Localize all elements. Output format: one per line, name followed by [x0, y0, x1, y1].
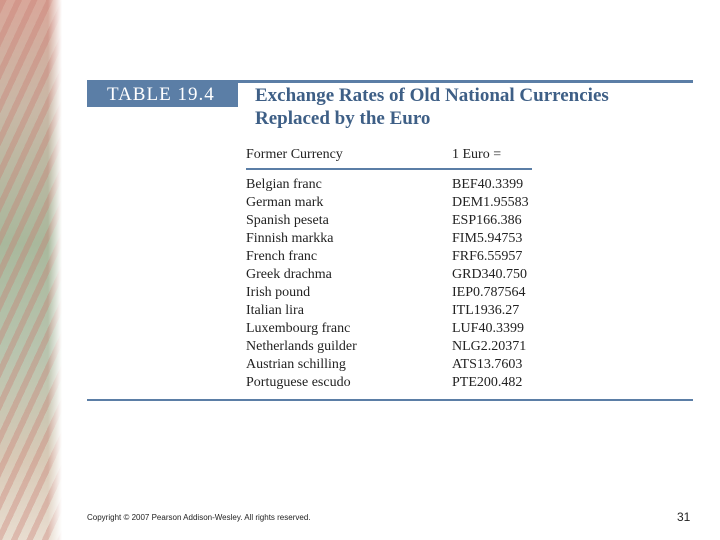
currency-name: Finnish markka	[246, 231, 334, 246]
exchange-rate: ESP166.386	[452, 213, 522, 228]
exchange-rate: DEM1.95583	[452, 195, 529, 210]
table-bottom-rule	[87, 399, 693, 401]
exchange-rate: FRF6.55957	[452, 249, 523, 264]
copyright: Copyright © 2007 Pearson Addison-Wesley.…	[87, 513, 311, 522]
currency-name: Spanish peseta	[246, 213, 329, 228]
table-top-rule	[87, 80, 693, 83]
column-header: Former Currency	[246, 147, 343, 162]
currency-name: Irish pound	[246, 285, 311, 300]
table-title: Exchange Rates of Old National Currencie…	[255, 84, 609, 130]
currency-name: Belgian franc	[246, 177, 322, 192]
exchange-rate: BEF40.3399	[452, 177, 524, 192]
exchange-rate: FIM5.94753	[452, 231, 523, 246]
currency-name: Portuguese escudo	[246, 375, 351, 390]
currency-name: Greek drachma	[246, 267, 332, 282]
page-number: 31	[677, 510, 691, 524]
currency-name: French franc	[246, 249, 318, 264]
exchange-rate: ATS13.7603	[452, 357, 523, 372]
currency-name: Netherlands guilder	[246, 339, 357, 354]
exchange-rate: GRD340.750	[452, 267, 528, 282]
decorative-strip	[0, 0, 62, 540]
table-label: TABLE 19.4	[87, 80, 238, 107]
currency-name: Austrian schilling	[246, 357, 346, 372]
title-line: Exchange Rates of Old National Currencie…	[255, 85, 609, 106]
currency-name: Luxembourg franc	[246, 321, 351, 336]
exchange-rate: PTE200.482	[452, 375, 523, 390]
title-line: Replaced by the Euro	[255, 108, 431, 129]
exchange-rate: ITL1936.27	[452, 303, 520, 318]
currency-name: German mark	[246, 195, 324, 210]
exchange-rate: NLG2.20371	[452, 339, 527, 354]
exchange-rate: LUF40.3399	[452, 321, 524, 336]
column-header: 1 Euro =	[452, 147, 502, 162]
currency-name: Italian lira	[246, 303, 304, 318]
exchange-rate: IEP0.787564	[452, 285, 526, 300]
header-rule	[246, 168, 532, 170]
